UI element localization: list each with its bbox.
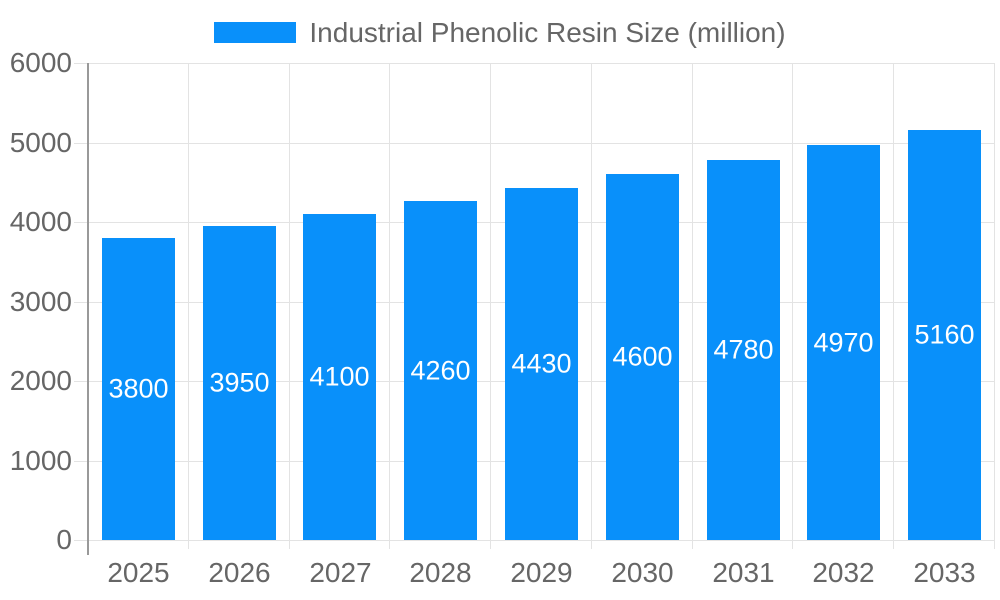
x-tick-mark-6 <box>692 540 693 549</box>
bar-2029[interactable]: 4430 <box>505 188 578 540</box>
gridline-x-boundary-8 <box>893 63 894 540</box>
bar-2028[interactable]: 4260 <box>404 201 477 540</box>
plot-area: 3800 3950 4100 4260 4430 4600 4780 4970 5160 <box>88 63 995 541</box>
legend-swatch <box>214 22 297 43</box>
x-tick-mark-4 <box>490 540 491 549</box>
x-tick-label-2031: 2031 <box>712 557 775 588</box>
y-tick-mark-1000 <box>74 461 88 462</box>
bar-value-label-2026: 3950 <box>209 367 270 398</box>
x-tick-mark-9 <box>994 540 995 549</box>
x-tick-mark-7 <box>792 540 793 549</box>
bar-value-label-2033: 5160 <box>914 319 975 350</box>
y-tick-mark-4000 <box>74 222 88 223</box>
bar-value-label-2027: 4100 <box>309 361 370 392</box>
gridline-x-boundary-2 <box>289 63 290 540</box>
x-tick-label-2032: 2032 <box>812 557 875 588</box>
y-tick-mark-0 <box>74 540 88 541</box>
y-tick-label-1000: 1000 <box>9 445 72 476</box>
bar-2033[interactable]: 5160 <box>908 130 981 540</box>
gridline-x-boundary-5 <box>591 63 592 540</box>
gridline-x-boundary-9 <box>994 63 995 540</box>
x-tick-label-2030: 2030 <box>611 557 674 588</box>
bar-value-label-2032: 4970 <box>813 327 874 357</box>
gridline-y-0 <box>88 540 995 541</box>
bar-value-label-2031: 4780 <box>713 334 774 365</box>
gridline-x-boundary-6 <box>692 63 693 540</box>
y-tick-mark-2000 <box>74 381 88 382</box>
y-tick-label-2000: 2000 <box>9 365 72 396</box>
y-axis-line <box>87 63 89 555</box>
bar-value-label-2025: 3800 <box>108 373 169 404</box>
x-tick-label-2029: 2029 <box>510 557 573 588</box>
legend-label: Industrial Phenolic Resin Size (million) <box>309 16 786 48</box>
bar-value-label-2029: 4430 <box>511 348 572 379</box>
x-tick-label-2028: 2028 <box>409 557 472 588</box>
bar-2027[interactable]: 4100 <box>303 214 376 540</box>
gridline-x-boundary-3 <box>389 63 390 540</box>
y-tick-label-3000: 3000 <box>9 286 72 317</box>
x-tick-label-2027: 2027 <box>309 557 372 588</box>
y-tick-mark-3000 <box>74 302 88 303</box>
gridline-y-6000 <box>88 63 995 64</box>
legend[interactable]: Industrial Phenolic Resin Size (million) <box>0 10 1000 55</box>
bar-value-label-2030: 4600 <box>612 341 673 372</box>
bar-2025[interactable]: 3800 <box>102 238 175 540</box>
x-tick-mark-2 <box>289 540 290 549</box>
y-tick-label-5000: 5000 <box>9 127 72 158</box>
y-tick-label-4000: 4000 <box>9 206 72 237</box>
bar-2032[interactable]: 4970 <box>807 145 880 540</box>
x-tick-label-2026: 2026 <box>208 557 271 588</box>
y-tick-label-0: 0 <box>56 524 72 555</box>
bar-value-label-2028: 4260 <box>410 355 471 385</box>
x-tick-mark-1 <box>188 540 189 549</box>
gridline-x-boundary-1 <box>188 63 189 540</box>
bar-2026[interactable]: 3950 <box>203 226 276 540</box>
gridline-y-5000 <box>88 143 995 144</box>
x-tick-label-2033: 2033 <box>913 557 976 588</box>
x-tick-mark-5 <box>591 540 592 549</box>
gridline-x-boundary-4 <box>490 63 491 540</box>
x-tick-mark-3 <box>389 540 390 549</box>
bar-2030[interactable]: 4600 <box>606 174 679 540</box>
x-tick-label-2025: 2025 <box>107 557 170 588</box>
y-tick-mark-6000 <box>74 63 88 64</box>
gridline-x-boundary-7 <box>792 63 793 540</box>
x-tick-mark-8 <box>893 540 894 549</box>
bar-2031[interactable]: 4780 <box>707 160 780 540</box>
y-tick-mark-5000 <box>74 143 88 144</box>
y-tick-label-6000: 6000 <box>9 47 72 78</box>
